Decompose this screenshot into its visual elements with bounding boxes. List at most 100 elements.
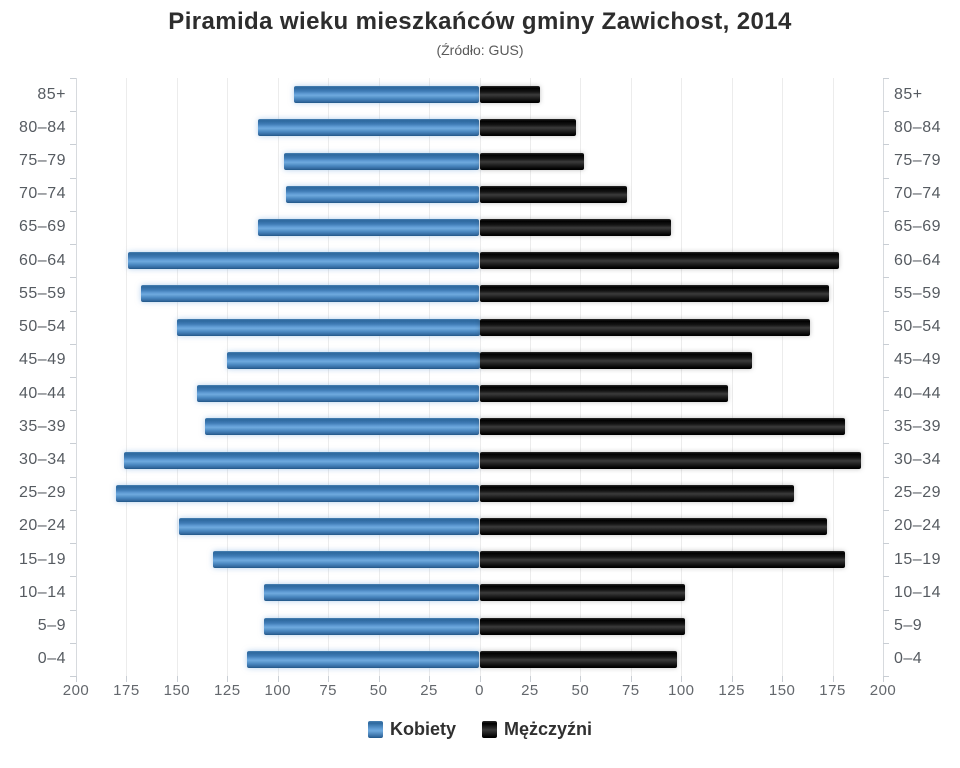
right-axis-tick [883, 144, 889, 146]
pyramid-row [76, 78, 883, 111]
age-group-label-left: 50–54 [19, 318, 66, 336]
x-axis-tick-label: 150 [163, 682, 191, 699]
female-bar [263, 617, 480, 635]
age-group-label-right: 10–14 [894, 583, 941, 601]
left-axis-tick [70, 244, 76, 246]
bottom-axis-tick [630, 676, 632, 682]
right-axis-tick [883, 642, 889, 644]
pyramid-row [76, 610, 883, 643]
age-group-label-left: 65–69 [19, 218, 66, 236]
age-group-label-right: 40–44 [894, 384, 941, 402]
right-axis-tick [883, 177, 889, 179]
bottom-axis-tick [328, 676, 330, 682]
left-axis-tick [70, 111, 76, 113]
male-bar [479, 418, 845, 436]
x-axis-tick-label: 75 [319, 682, 338, 699]
right-axis-tick [883, 244, 889, 246]
gridline [479, 78, 481, 676]
male-bar [479, 185, 627, 203]
bottom-axis-tick [76, 676, 77, 682]
pyramid-row [76, 277, 883, 310]
female-bar [140, 285, 480, 303]
gridline [580, 78, 582, 676]
gridline [782, 78, 784, 676]
age-group-label-left: 30–34 [19, 451, 66, 469]
right-axis-tick [883, 509, 889, 511]
age-group-label-left: 25–29 [19, 484, 66, 502]
plot-area [76, 78, 884, 676]
age-group-label-right: 80–84 [894, 118, 941, 136]
right-axis-tick [883, 277, 889, 279]
right-axis-tick [883, 609, 889, 611]
age-group-label-left: 45–49 [19, 351, 66, 369]
left-axis-tick [70, 78, 76, 79]
male-bar [479, 517, 827, 535]
x-axis-tick-label: 150 [768, 682, 796, 699]
age-group-label-left: 75–79 [19, 152, 66, 170]
x-axis-tick-label: 200 [62, 682, 90, 699]
age-group-label-right: 75–79 [894, 152, 941, 170]
age-group-label-right: 50–54 [894, 318, 941, 336]
chart-subtitle: (Źródło: GUS) [436, 42, 524, 58]
x-axis-tick-label: 100 [667, 682, 695, 699]
x-axis-tick-label: 0 [475, 682, 484, 699]
left-axis-tick [70, 144, 76, 146]
age-group-label-left: 60–64 [19, 251, 66, 269]
bottom-axis-tick [681, 676, 683, 682]
left-axis-tick [70, 277, 76, 279]
chart-title: Piramida wieku mieszkańców gminy Zawicho… [168, 8, 792, 35]
female-bar [247, 650, 480, 668]
male-bar [479, 252, 839, 270]
age-group-label-right: 15–19 [894, 550, 941, 568]
pyramid-row [76, 344, 883, 377]
bottom-axis-tick [479, 676, 481, 682]
female-bar [283, 152, 480, 170]
female-bar [227, 351, 480, 369]
male-bar [479, 119, 577, 137]
age-group-label-right: 20–24 [894, 517, 941, 535]
pyramid-row [76, 377, 883, 410]
female-bar [263, 584, 480, 602]
right-axis-tick [883, 377, 889, 378]
bottom-axis-tick [529, 676, 531, 682]
gridline [731, 78, 733, 676]
left-axis-tick [70, 310, 76, 312]
age-group-label-left: 0–4 [37, 650, 66, 668]
age-group-label-right: 35–39 [894, 417, 941, 435]
left-axis-tick [70, 443, 76, 445]
female-bar [124, 451, 480, 469]
age-group-label-left: 85+ [37, 85, 66, 103]
gridline [630, 78, 632, 676]
x-axis-tick-label: 50 [571, 682, 590, 699]
gridline [277, 78, 279, 676]
pyramid-row [76, 443, 883, 476]
x-axis-tick-label: 175 [819, 682, 846, 699]
age-group-label-left: 55–59 [19, 284, 66, 302]
female-bar [213, 551, 480, 569]
right-axis-tick [883, 676, 889, 677]
age-group-label-right: 30–34 [894, 451, 941, 469]
left-axis-tick [70, 476, 76, 478]
female-bar [257, 119, 480, 137]
age-group-label-left: 80–84 [19, 118, 66, 136]
age-group-label-right: 70–74 [894, 185, 941, 203]
female-bar [116, 484, 480, 502]
female-bar [205, 418, 480, 436]
right-axis-tick [883, 410, 889, 412]
female-legend-label: Kobiety [389, 719, 456, 739]
left-axis-tick [70, 543, 76, 545]
male-bar [479, 584, 686, 602]
bottom-axis-tick [126, 676, 128, 682]
age-group-label-right: 0–4 [894, 650, 923, 668]
bottom-axis-tick [227, 676, 229, 682]
age-group-label-right: 85+ [894, 85, 923, 103]
female-legend-swatch [367, 721, 383, 738]
age-group-label-left: 5–9 [37, 617, 66, 635]
pyramid-row [76, 477, 883, 510]
pyramid-row [76, 111, 883, 144]
right-axis-tick [883, 78, 889, 79]
bottom-axis-tick [782, 676, 784, 682]
male-bar [479, 285, 829, 303]
male-bar [479, 650, 678, 668]
